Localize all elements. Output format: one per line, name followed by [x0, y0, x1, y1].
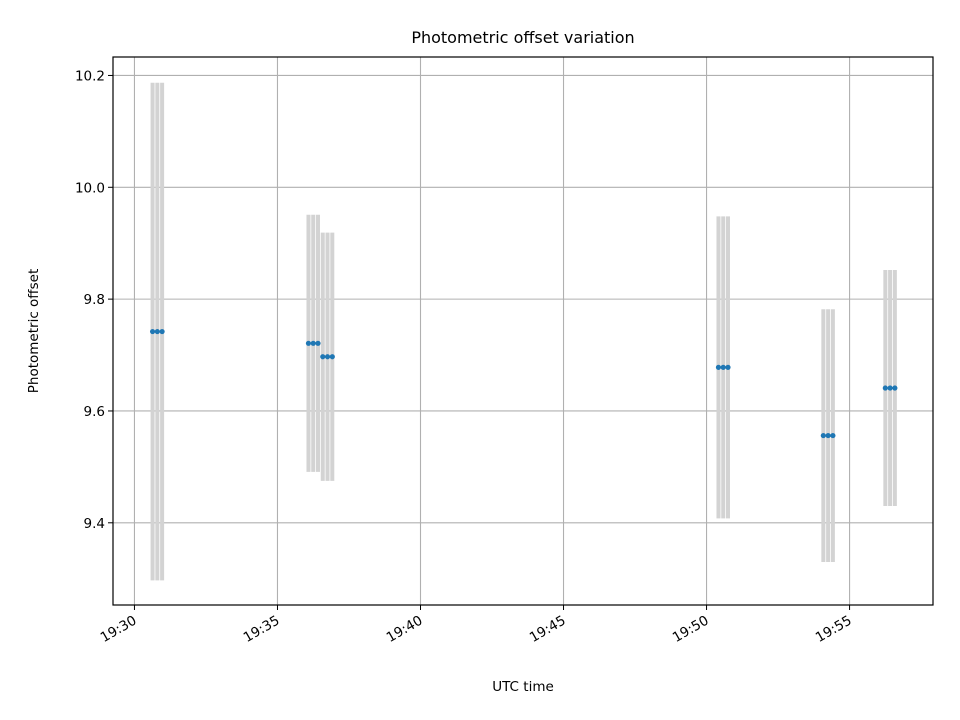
y-tick-label: 10.0 — [75, 180, 105, 196]
y-tick-label: 9.8 — [84, 292, 105, 308]
data-point — [320, 354, 326, 360]
y-tick-label: 10.2 — [75, 68, 105, 84]
y-tick-label: 9.4 — [84, 516, 105, 532]
chart-title: Photometric offset variation — [411, 28, 634, 47]
y-axis-label: Photometric offset — [26, 269, 42, 393]
data-point — [305, 340, 312, 346]
data-point — [720, 364, 726, 370]
plot-frame — [112, 56, 934, 606]
plot-area — [113, 57, 933, 605]
data-point — [725, 364, 731, 370]
data-point — [315, 340, 321, 346]
data-point — [892, 385, 898, 391]
x-axis-label: UTC time — [492, 679, 554, 695]
data-point — [324, 354, 331, 360]
data-point — [882, 385, 888, 391]
data-point — [154, 328, 160, 335]
y-tick-label: 9.6 — [84, 404, 105, 420]
data-point — [830, 432, 836, 439]
data-point — [310, 340, 316, 346]
data-point — [329, 354, 335, 360]
data-point — [715, 364, 722, 370]
grid — [113, 57, 933, 605]
data-point — [149, 328, 156, 335]
data-point — [825, 432, 831, 439]
data-point — [887, 385, 893, 391]
data-markers — [149, 328, 898, 439]
data-point — [820, 432, 826, 439]
y-axis-ticks: 9.4 9.6 9.8 10.0 10.2 — [75, 68, 113, 532]
data-point — [159, 328, 165, 335]
